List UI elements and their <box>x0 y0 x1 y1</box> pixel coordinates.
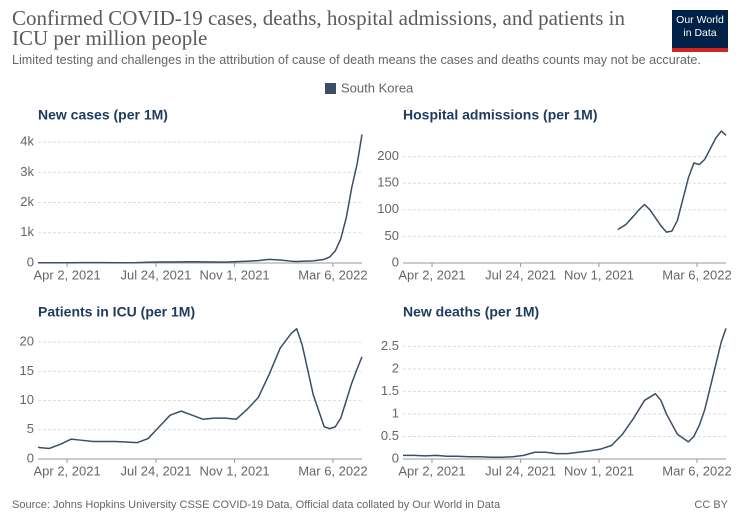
x-tick-label: Apr 2, 2021 <box>33 463 100 478</box>
x-tick-label: Mar 6, 2022 <box>298 463 367 478</box>
x-tick-label: Nov 1, 2021 <box>564 267 634 282</box>
y-tick-label: 15 <box>20 363 34 378</box>
y-tick-label: 0 <box>392 254 399 269</box>
x-tick-label: Nov 1, 2021 <box>200 463 270 478</box>
subtitle: Limited testing and challenges in the at… <box>12 53 701 67</box>
y-tick-label: 100 <box>377 201 399 216</box>
logo-line: Our World <box>676 14 724 26</box>
line <box>403 328 727 458</box>
legend-label: South Korea <box>341 80 414 95</box>
line <box>38 134 363 264</box>
y-tick-label: 0 <box>27 254 34 269</box>
y-tick-label: 1k <box>20 224 34 239</box>
x-tick-label: Jul 24, 2021 <box>485 267 556 282</box>
x-tick-label: Jul 24, 2021 <box>121 267 192 282</box>
y-tick-label: 0 <box>392 450 399 465</box>
x-tick-label: Nov 1, 2021 <box>200 267 270 282</box>
panel-title: Patients in ICU (per 1M) <box>38 304 195 320</box>
y-tick-label: 150 <box>377 175 399 190</box>
logo-line: in Data <box>683 27 717 39</box>
panel-title: New cases (per 1M) <box>38 107 168 123</box>
x-tick-label: Mar 6, 2022 <box>662 267 731 282</box>
y-tick-label: 5 <box>27 421 34 436</box>
y-tick-label: 2 <box>392 360 399 375</box>
x-tick-label: Nov 1, 2021 <box>564 463 634 478</box>
legend-swatch <box>325 83 336 94</box>
y-tick-label: 2k <box>20 194 34 209</box>
x-tick-label: Apr 2, 2021 <box>33 267 100 282</box>
y-tick-label: 50 <box>385 228 399 243</box>
x-tick-label: Apr 2, 2021 <box>398 267 465 282</box>
line <box>617 130 727 233</box>
y-tick-label: 2.5 <box>381 338 399 353</box>
y-tick-label: 4k <box>20 134 34 149</box>
x-tick-label: Jul 24, 2021 <box>121 463 192 478</box>
x-tick-label: Mar 6, 2022 <box>662 463 731 478</box>
title: Confirmed COVID-19 cases, deaths, hospit… <box>12 6 625 50</box>
x-tick-label: Mar 6, 2022 <box>298 267 367 282</box>
panel-title: New deaths (per 1M) <box>403 304 539 320</box>
license: CC BY <box>694 499 728 511</box>
y-tick-label: 10 <box>20 392 34 407</box>
y-tick-label: 0 <box>27 450 34 465</box>
line <box>37 328 363 450</box>
y-tick-label: 0.5 <box>381 428 399 443</box>
x-tick-label: Apr 2, 2021 <box>398 463 465 478</box>
x-tick-label: Jul 24, 2021 <box>485 463 556 478</box>
logo[interactable]: Our World in Data <box>672 10 728 52</box>
y-tick-label: 3k <box>20 164 34 179</box>
y-tick-label: 20 <box>20 334 34 349</box>
y-tick-label: 1.5 <box>381 383 399 398</box>
source: Source: Johns Hopkins University CSSE CO… <box>12 499 501 511</box>
panel-title: Hospital admissions (per 1M) <box>403 107 597 123</box>
y-tick-label: 1 <box>392 405 399 420</box>
y-tick-label: 200 <box>377 148 399 163</box>
